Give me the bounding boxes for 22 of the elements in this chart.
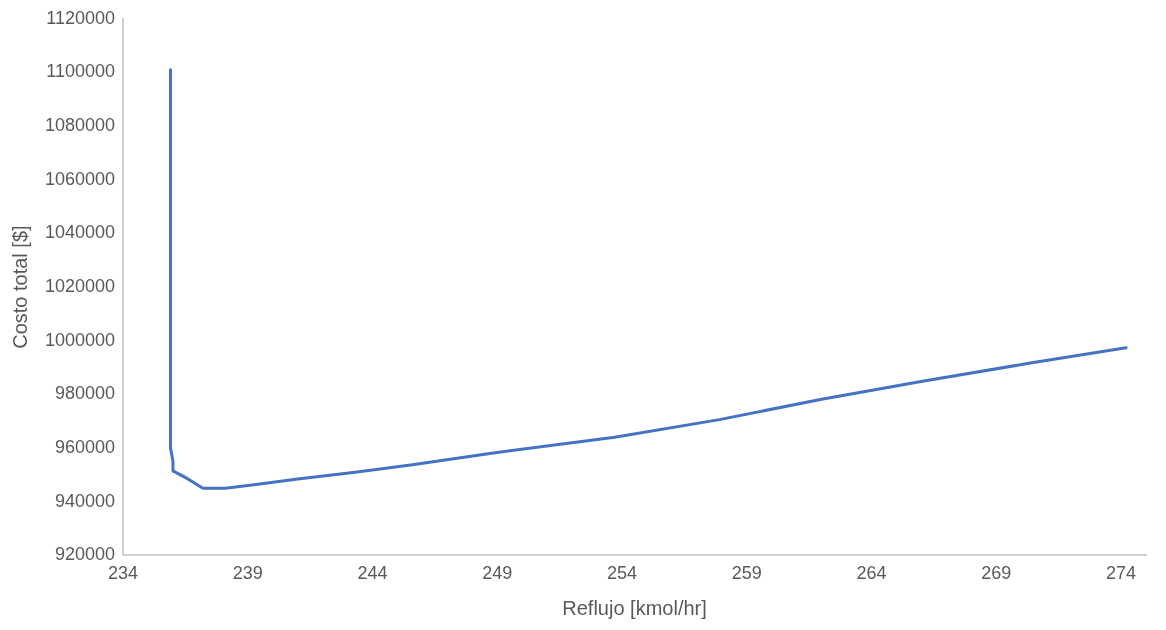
y-tick-label: 1040000 [45,222,116,243]
y-tick-label: 920000 [55,544,116,565]
x-tick-label: 269 [981,563,1012,584]
y-axis-title: Costo total [$] [8,225,31,349]
x-tick-label: 254 [607,563,638,584]
x-tick-label: 244 [357,563,388,584]
x-tick-label: 234 [108,563,139,584]
y-tick-label: 1000000 [45,329,116,350]
x-tick-label: 264 [856,563,887,584]
y-tick-label: 1020000 [45,276,116,297]
x-tick-label: 259 [731,563,762,584]
y-tick-label: 1100000 [46,61,116,82]
y-tick-label: 1060000 [45,168,116,189]
x-tick-label: 274 [1106,563,1137,584]
x-axis-title: Reflujo [kmol/hr] [562,596,707,619]
x-tick-label: 239 [232,563,263,584]
y-tick-label: 940000 [55,490,116,511]
x-tick-label: 249 [482,563,513,584]
y-tick-label: 960000 [55,437,116,458]
y-tick-label: 1080000 [45,115,116,136]
y-tick-label: 1120000 [46,7,116,28]
y-tick-label: 980000 [55,383,116,404]
